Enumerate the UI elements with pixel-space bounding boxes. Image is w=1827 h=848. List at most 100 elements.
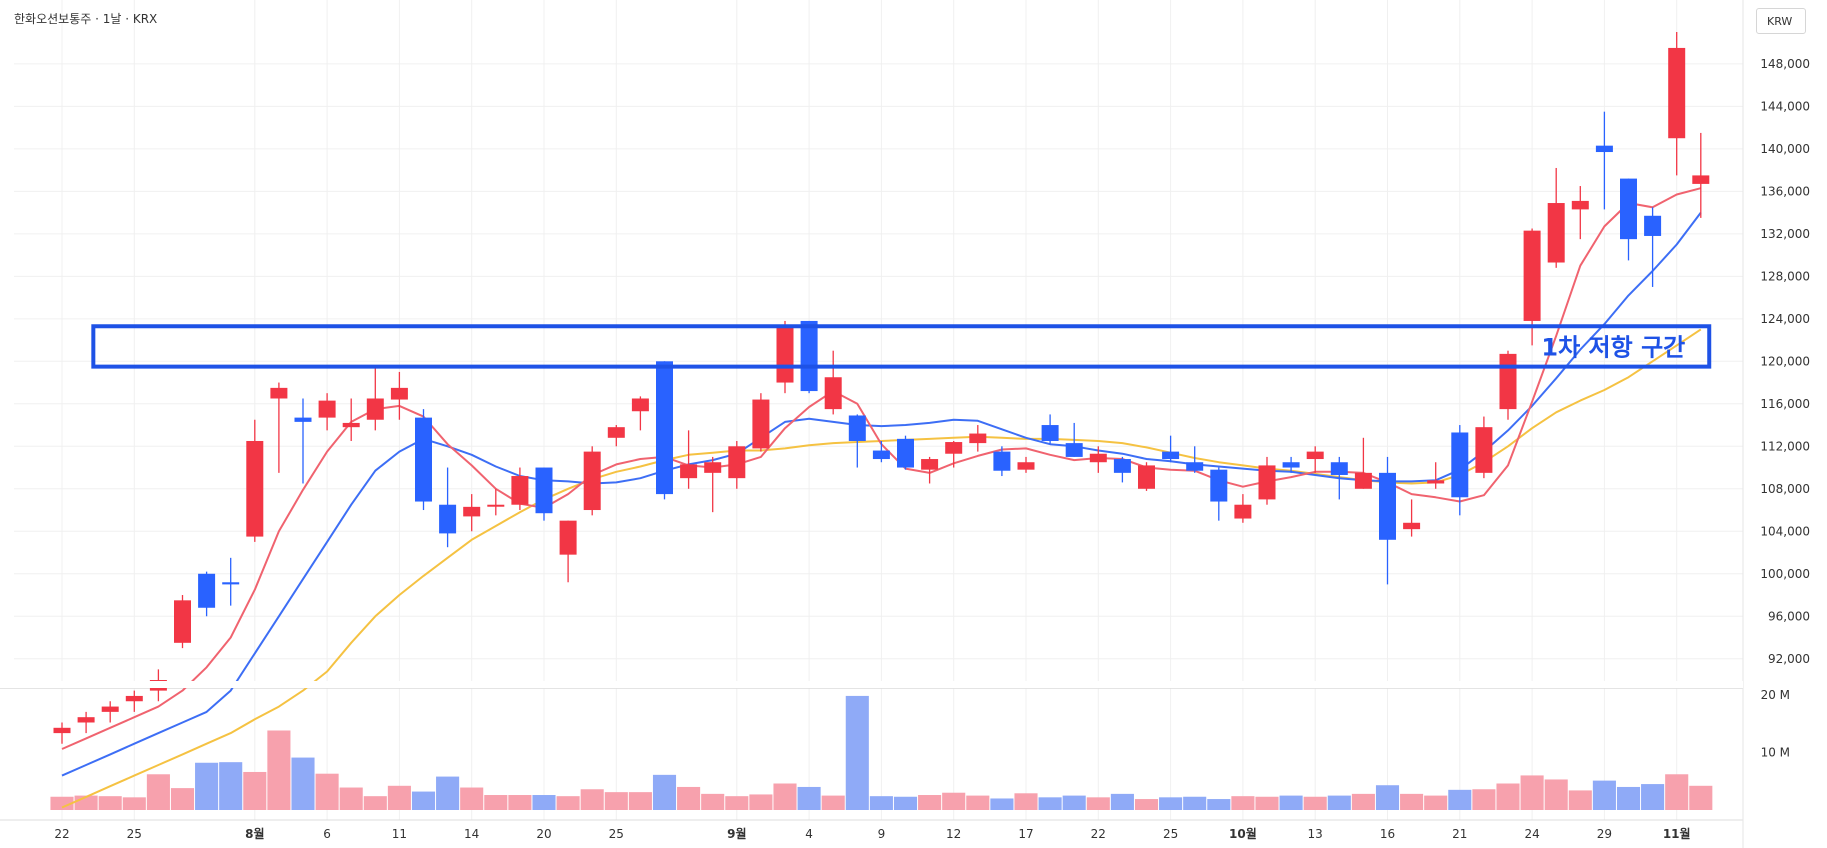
volume-bar (1207, 799, 1231, 810)
candle (487, 488, 505, 516)
candle-body (969, 433, 987, 444)
candle-body (53, 727, 71, 734)
time-tick-label: 14 (464, 827, 479, 841)
volume-bar (773, 783, 797, 810)
candle (872, 440, 890, 463)
volume-tick-label: 20 M (1761, 688, 1790, 702)
candle (1379, 456, 1396, 585)
candle-body (1523, 230, 1541, 321)
chart-title: 한화오션보통주 · 1날 · KRX (14, 12, 158, 26)
candle-body (1620, 178, 1637, 240)
candle (270, 382, 288, 473)
price-tick-label: 112,000 (1760, 439, 1810, 453)
candle (704, 456, 722, 513)
candle (1354, 437, 1372, 489)
time-tick-label: 13 (1308, 827, 1323, 841)
candle-body (1668, 47, 1686, 139)
candle-body (872, 450, 890, 460)
candle-body (101, 706, 119, 712)
time-tick-label: 22 (1091, 827, 1106, 841)
volume-bar (580, 789, 604, 810)
volume-bar (1014, 793, 1038, 810)
candle-body (945, 442, 963, 454)
time-tick-label: 8월 (245, 826, 264, 841)
volume-axis: 10 M 20 M (1761, 688, 1790, 760)
candle-body (1379, 472, 1396, 540)
candle (1595, 111, 1613, 210)
price-tick-label: 132,000 (1760, 227, 1810, 241)
volume-bar (339, 787, 363, 810)
candle (752, 393, 770, 452)
candle (1234, 494, 1252, 523)
candle-body (1475, 427, 1493, 473)
volume-bar (219, 762, 243, 810)
candle (631, 396, 649, 431)
candle-body (1186, 462, 1204, 471)
resistance-zone: 1차 저항 구간 (91, 324, 1712, 369)
volume-bar (1544, 779, 1568, 810)
volume-bar (821, 795, 845, 810)
candle-body (463, 506, 481, 517)
candle-body (656, 361, 673, 495)
volume-bar (845, 695, 869, 810)
candle-body (752, 399, 770, 449)
volume-tick-label: 10 M (1761, 745, 1790, 759)
candle-body (125, 695, 143, 702)
candle-body (198, 573, 216, 608)
candle (1692, 132, 1710, 218)
volume-bar (1351, 793, 1375, 810)
candle-body (511, 476, 529, 505)
candle (824, 350, 842, 415)
candle-body (1692, 175, 1710, 184)
price-tick-label: 140,000 (1760, 142, 1810, 156)
price-tick-label: 120,000 (1760, 354, 1810, 368)
currency-button[interactable]: KRW (1756, 8, 1806, 34)
candle (1644, 207, 1662, 287)
candle (800, 320, 818, 394)
volume-bar (146, 774, 170, 810)
volume-bar (1616, 786, 1641, 810)
axis-mask (1744, 0, 1827, 848)
resistance-label: 1차 저항 구간 (1541, 333, 1685, 361)
volume-bar (1665, 774, 1689, 810)
candle (1162, 435, 1180, 463)
candle-body (631, 398, 649, 412)
volume-bar (1472, 789, 1496, 810)
candle (439, 467, 457, 548)
volume-bar (1134, 799, 1159, 810)
volume-bar (990, 798, 1014, 810)
volume-bar (1568, 790, 1592, 810)
candle-body (390, 387, 408, 400)
price-tick-label: 116,000 (1760, 397, 1810, 411)
price-tick-label: 124,000 (1760, 312, 1810, 326)
candle (921, 456, 939, 484)
volume-bar (243, 771, 267, 810)
volume-bar (869, 796, 893, 810)
candle-body (559, 520, 577, 555)
candle (318, 393, 336, 431)
candle-body (246, 440, 264, 537)
candle (1258, 456, 1276, 505)
volume-bar (966, 795, 990, 810)
price-tick-label: 108,000 (1760, 482, 1810, 496)
candle-body (174, 600, 191, 643)
time-tick-label: 11 (392, 827, 407, 841)
candle (415, 409, 432, 511)
time-axis: 22 25 8월 6 11 14 20 25 9월 4 9 12 17 22 25 10월 13 16 21 24 29… (54, 826, 1690, 841)
candle (1210, 467, 1228, 521)
candle-body (1571, 200, 1589, 210)
candle (969, 425, 987, 452)
candle (390, 371, 408, 420)
candle-body (1162, 451, 1180, 460)
volume-bar (1592, 780, 1616, 810)
candle (366, 366, 384, 431)
time-tick-label: 29 (1597, 827, 1612, 841)
candle-body (1089, 453, 1107, 463)
volume-bar (652, 774, 677, 810)
candle (1017, 456, 1035, 473)
price-tick-label: 104,000 (1760, 524, 1810, 538)
volume-bar (1689, 785, 1713, 810)
price-tick-label: 144,000 (1760, 99, 1810, 113)
candle-body (800, 320, 818, 392)
